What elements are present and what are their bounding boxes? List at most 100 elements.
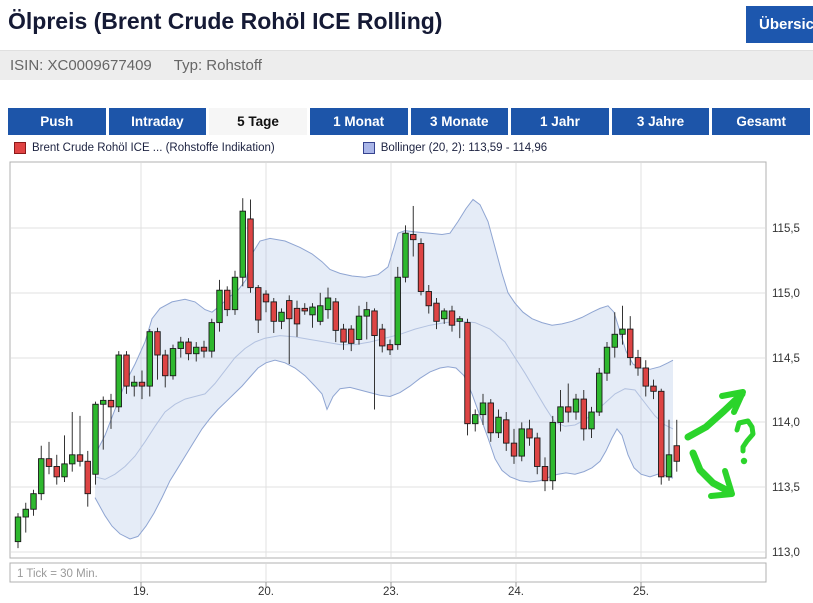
down-candle [417, 243, 425, 292]
down-candle [286, 300, 293, 320]
up-candle [355, 315, 363, 340]
down-candle [224, 289, 231, 311]
y-tick-label: 115,5 [772, 223, 800, 235]
up-candle [324, 297, 332, 311]
sub-pane [9, 562, 767, 583]
candlestick-series [14, 198, 680, 549]
up-candle [169, 348, 177, 377]
chart-legend: Brent Crude Rohöl ICE ... (Rohstoffe Ind… [14, 140, 547, 156]
up-candle [495, 416, 502, 434]
legend-label: Bollinger (20, 2): 113,59 - 114,96 [380, 142, 548, 154]
up-candle [38, 458, 45, 495]
down-candle [371, 310, 378, 337]
up-candle [402, 232, 409, 278]
up-candle [456, 318, 463, 322]
down-candle [673, 445, 680, 462]
down-candle [658, 390, 665, 478]
tab-3-monate[interactable]: 3 Monate [410, 108, 509, 135]
up-candle [596, 372, 603, 413]
timeframe-tabs: Push Intraday 5 Tage 1 Monat 3 Monate 1 Jahr 3… [8, 108, 810, 135]
legend-swatch-icon [14, 142, 26, 154]
overview-button[interactable]: Übersicht [746, 6, 813, 43]
down-candle [340, 328, 347, 343]
up-candle [549, 421, 556, 482]
up-candle [115, 354, 122, 408]
up-candle [22, 508, 29, 518]
up-candle [100, 399, 107, 405]
down-candle [185, 341, 192, 355]
legend-label: Brent Crude Rohöl ICE ... (Rohstoffe Ind… [32, 142, 275, 154]
page-title: Ölpreis (Brent Crude Rohöl ICE Rolling) [8, 8, 443, 34]
up-candle [317, 305, 324, 322]
tab-push[interactable]: Push [8, 108, 106, 135]
down-candle [301, 307, 308, 312]
down-candle [138, 381, 146, 387]
down-candle [379, 328, 386, 347]
down-candle [154, 331, 161, 356]
down-candle [247, 218, 254, 289]
up-candle [518, 428, 525, 457]
legend-swatch-icon [362, 142, 375, 154]
tab-gesamt[interactable]: Gesamt [712, 108, 810, 135]
down-candle [634, 357, 642, 369]
up-candle [14, 516, 22, 543]
tab-1-monat[interactable]: 1 Monat [309, 108, 408, 135]
down-candle [541, 466, 549, 482]
typ-label: Typ: Rohstoff [173, 57, 262, 74]
y-tick-label: 114,5 [772, 353, 800, 365]
up-candle [177, 341, 184, 349]
up-candle [394, 276, 401, 346]
tick-interval-footnote: 1 Tick = 30 Min. [17, 568, 98, 580]
down-candle [255, 287, 262, 321]
up-candle [557, 406, 564, 423]
up-candle [472, 414, 479, 425]
hand-drawn-annotations [684, 389, 756, 499]
up-candle [231, 276, 239, 311]
down-candle [293, 307, 301, 325]
down-candle [123, 354, 130, 387]
down-candle [464, 322, 471, 425]
up-arrow-annotation [684, 390, 746, 441]
up-candle [441, 310, 448, 320]
down-candle [627, 328, 634, 359]
down-candle [76, 454, 84, 462]
down-candle [410, 234, 417, 241]
down-candle [526, 428, 533, 439]
down-candle [270, 301, 277, 322]
x-tick-label: 20. [258, 586, 274, 598]
axis-labels: 115,5 115,0 114,5 114,0 113,5 113,0 19. 20. 23. 2… [133, 223, 800, 598]
down-candle [107, 399, 115, 408]
up-candle [603, 346, 611, 374]
down-candle [45, 458, 53, 467]
isin-label: ISIN: XC0009677409 [10, 57, 152, 74]
up-candle [92, 403, 99, 475]
down-candle [510, 442, 518, 457]
down-candle [425, 291, 432, 307]
up-candle [309, 306, 316, 316]
down-candle [650, 385, 657, 392]
up-candle [479, 402, 487, 416]
tab-intraday[interactable]: Intraday [108, 108, 207, 135]
y-tick-label: 114,0 [772, 417, 800, 429]
down-candle [332, 301, 339, 331]
x-tick-label: 19. [133, 586, 149, 598]
tab-1-jahr[interactable]: 1 Jahr [511, 108, 609, 135]
tab-5-tage[interactable]: 5 Tage [209, 108, 307, 135]
y-tick-label: 113,0 [772, 547, 800, 559]
down-candle [162, 354, 169, 377]
legend-item: Brent Crude Rohöl ICE ... (Rohstoffe Ind… [14, 142, 275, 154]
up-candle [208, 322, 215, 352]
down-candle [534, 437, 541, 467]
down-candle [580, 398, 587, 430]
x-tick-label: 24. [508, 586, 524, 598]
legend-item: Bollinger (20, 2): 113,59 - 114,96 [362, 142, 548, 154]
tab-3-jahre[interactable]: 3 Jahre [611, 108, 710, 135]
down-candle [53, 466, 60, 478]
question-mark-annotation [734, 418, 756, 454]
down-candle [433, 302, 440, 322]
y-tick-label: 113,5 [772, 482, 800, 494]
down-arrow-annotation [689, 449, 734, 496]
up-candle [69, 454, 76, 465]
down-candle [565, 406, 572, 413]
